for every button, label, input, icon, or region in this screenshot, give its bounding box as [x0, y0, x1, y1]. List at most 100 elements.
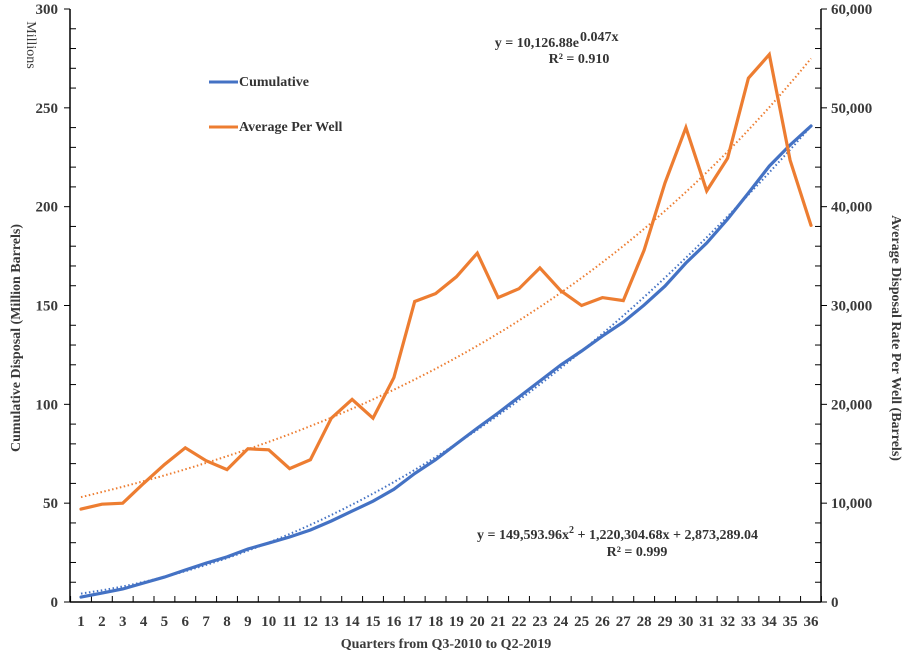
data-point-cumulative: [164, 577, 165, 578]
series-lines: [79, 51, 813, 599]
data-point-average-per-well: [164, 464, 165, 465]
trendlines: [80, 57, 812, 595]
x-tick-label: 11: [282, 614, 296, 630]
legend-label-average-per-well: Average Per Well: [239, 120, 343, 135]
data-point-cumulative: [101, 593, 102, 594]
data-point-average-per-well: [498, 297, 499, 298]
data-point-average-per-well: [310, 459, 311, 460]
data-point-cumulative: [81, 597, 82, 598]
data-point-cumulative: [727, 219, 728, 220]
data-point-cumulative: [602, 336, 603, 337]
x-tick-label: 21: [491, 614, 506, 630]
x-tick-label: 24: [553, 614, 569, 630]
data-point-cumulative: [456, 443, 457, 444]
x-tick-label: 4: [140, 614, 148, 630]
data-point-cumulative: [706, 243, 707, 244]
data-point-average-per-well: [331, 418, 332, 419]
data-point-average-per-well: [143, 483, 144, 484]
data-point-cumulative: [748, 193, 749, 194]
x-tick-label: 13: [324, 614, 339, 630]
x-tick-label: 31: [699, 614, 714, 630]
data-point-cumulative: [268, 543, 269, 544]
y-left-tick-label: 100: [36, 397, 59, 413]
left-unit-label: Millions: [23, 21, 38, 68]
data-point-cumulative: [498, 413, 499, 414]
x-tick-label: 25: [574, 614, 589, 630]
data-point-cumulative: [373, 501, 374, 502]
data-point-cumulative: [519, 397, 520, 398]
x-tick-label: 12: [303, 614, 318, 630]
exp-trend-annotation: y = 10,126.88e 0.047x R² = 0.910: [495, 30, 619, 67]
data-point-average-per-well: [393, 377, 394, 378]
data-point-cumulative: [185, 569, 186, 570]
x-tick-label: 19: [449, 614, 464, 630]
x-tick-label: 35: [783, 614, 798, 630]
exp-equation: y = 10,126.88e: [495, 36, 579, 51]
y-right-tick-label: 10,000: [831, 496, 872, 512]
data-point-cumulative: [769, 166, 770, 167]
data-point-average-per-well: [602, 297, 603, 298]
y-right-tick-label: 0: [831, 595, 839, 611]
x-tick-label: 30: [678, 614, 693, 630]
y-right-tick-label: 60,000: [831, 2, 872, 18]
data-point-average-per-well: [623, 300, 624, 301]
data-point-cumulative: [811, 126, 812, 127]
x-tick-label: 2: [98, 614, 106, 630]
x-tick-label: 7: [202, 614, 210, 630]
data-point-average-per-well: [247, 448, 248, 449]
legend: Cumulative Average Per Well: [209, 75, 343, 135]
exp-r2: R² = 0.910: [549, 52, 610, 67]
x-tick-label: 1: [77, 614, 85, 630]
y-left-tick-label: 150: [36, 299, 59, 315]
y-left-tick-label: 0: [51, 595, 59, 611]
poly-equation: y = 149,593.96x2 + 1,220,304.68x + 2,873…: [477, 525, 758, 543]
data-point-cumulative: [393, 489, 394, 490]
y-right-tick-label: 40,000: [831, 200, 872, 216]
data-point-average-per-well: [268, 449, 269, 450]
x-tick-label: 33: [741, 614, 756, 630]
cumulative-trendline: [80, 125, 812, 595]
x-tick-label: 16: [386, 614, 402, 630]
data-point-average-per-well: [352, 399, 353, 400]
x-tick-label: 34: [762, 614, 778, 630]
x-tick-label: 29: [658, 614, 673, 630]
x-tick-label: 10: [261, 614, 276, 630]
data-point-average-per-well: [519, 288, 520, 289]
data-point-cumulative: [143, 583, 144, 584]
data-point-cumulative: [435, 459, 436, 460]
data-point-average-per-well: [727, 158, 728, 159]
poly-trend-annotation: y = 149,593.96x2 + 1,220,304.68x + 2,873…: [477, 525, 758, 560]
data-point-cumulative: [331, 520, 332, 521]
data-point-cumulative: [247, 549, 248, 550]
data-point-average-per-well: [790, 160, 791, 161]
x-tick-label: 20: [470, 614, 485, 630]
y-right-tick-label: 50,000: [831, 101, 872, 117]
data-point-cumulative: [352, 511, 353, 512]
series-line-cumulative: [79, 124, 813, 599]
data-point-cumulative: [581, 350, 582, 351]
x-tick-label: 17: [407, 614, 423, 630]
data-point-average-per-well: [227, 469, 228, 470]
data-point-average-per-well: [685, 127, 686, 128]
data-point-average-per-well: [477, 253, 478, 254]
x-tick-label: 3: [119, 614, 127, 630]
data-point-cumulative: [206, 563, 207, 564]
legend-label-cumulative: Cumulative: [239, 75, 309, 90]
data-point-average-per-well: [665, 182, 666, 183]
x-tick-label: 22: [512, 614, 527, 630]
data-point-cumulative: [289, 536, 290, 537]
x-tick-label: 15: [366, 614, 381, 630]
data-point-cumulative: [560, 364, 561, 365]
x-tick-label: 26: [595, 614, 611, 630]
data-point-average-per-well: [414, 301, 415, 302]
data-point-average-per-well: [769, 54, 770, 55]
data-point-cumulative: [227, 556, 228, 557]
x-tick-label: 18: [428, 614, 443, 630]
data-point-average-per-well: [748, 78, 749, 79]
x-tick-label: 28: [637, 614, 652, 630]
x-tick-label: 8: [223, 614, 231, 630]
y-left-tick-label: 200: [36, 200, 59, 216]
poly-equation-exponent: 2: [569, 525, 574, 536]
x-tick-label: 36: [804, 614, 820, 630]
